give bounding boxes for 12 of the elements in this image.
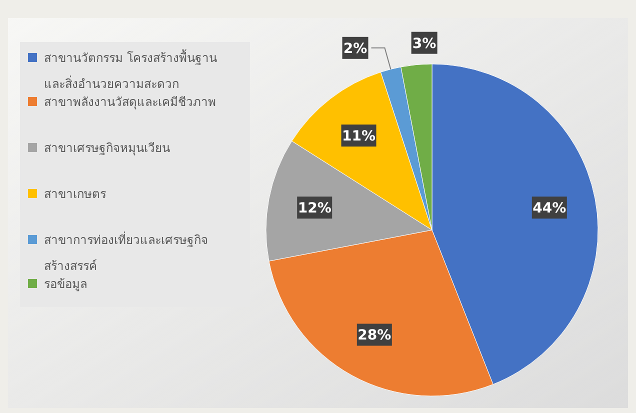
data-label: 2% [343,40,368,57]
data-label: 11% [342,128,376,145]
legend-label: สาขาเกษตร [44,187,107,201]
data-label: 44% [532,200,566,217]
legend-label: สาขาเศรษฐกิจหมุนเวียน [44,141,170,156]
legend-label: รอข้อมูล [44,277,87,292]
data-label: 3% [412,36,436,52]
data-label: 28% [358,328,392,344]
data-label: 12% [298,200,332,217]
legend-label: สาขาการท่องเที่ยวและเศรษฐกิจสร้างสรรค์ [44,231,208,273]
legend-label: สาขานวัตกรรม โครงสร้างพื้นฐานและสิ่งอำนวยความสะดวก [44,49,217,91]
legend-label: สาขาพลังงานวัสดุและเคมีชีวภาพ [44,95,216,110]
